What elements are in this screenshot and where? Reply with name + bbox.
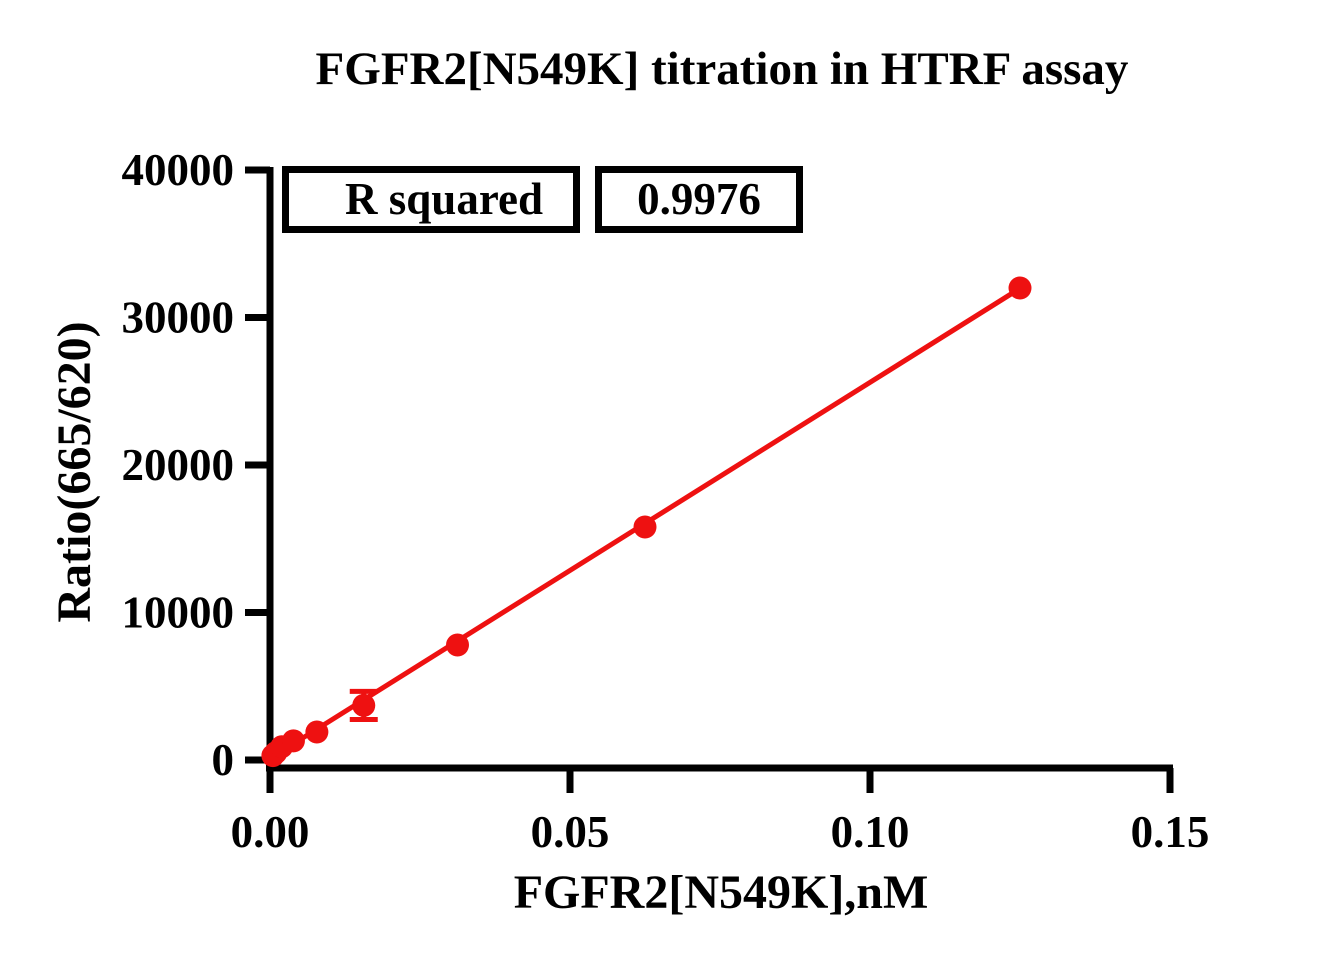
data-point	[1008, 276, 1032, 300]
x-axis-label: FGFR2[N549K],nM	[514, 866, 929, 919]
x-tick-label: 0.05	[531, 807, 610, 857]
y-tick-label: 40000	[122, 145, 235, 195]
data-point	[446, 633, 469, 657]
data-series	[261, 276, 1032, 768]
x-tick-label: 0.15	[1131, 807, 1210, 857]
y-tick-label: 20000	[122, 440, 235, 490]
axes	[245, 166, 1174, 793]
r-squared-label-cell: R squared	[282, 166, 580, 233]
x-tick-label: 0.10	[831, 807, 910, 857]
data-point	[352, 693, 376, 717]
x-tick-label: 0.00	[231, 807, 310, 857]
y-tick-label: 10000	[122, 588, 235, 638]
y-axis-label: Ratio(665/620)	[48, 321, 101, 622]
tick-labels: 0.00 0.05 0.10 0.15 0 10000 20000 30000 40000	[122, 145, 1210, 857]
data-point	[633, 515, 657, 539]
r-squared-value-cell: 0.9976	[595, 166, 803, 233]
chart-title: FGFR2[N549K] titration in HTRF assay	[315, 43, 1129, 95]
data-point	[281, 729, 305, 753]
y-tick-label: 0	[212, 735, 235, 785]
r-squared-table: R squared 0.9976	[282, 166, 803, 233]
y-tick-label: 30000	[122, 293, 235, 343]
data-point	[305, 720, 329, 744]
